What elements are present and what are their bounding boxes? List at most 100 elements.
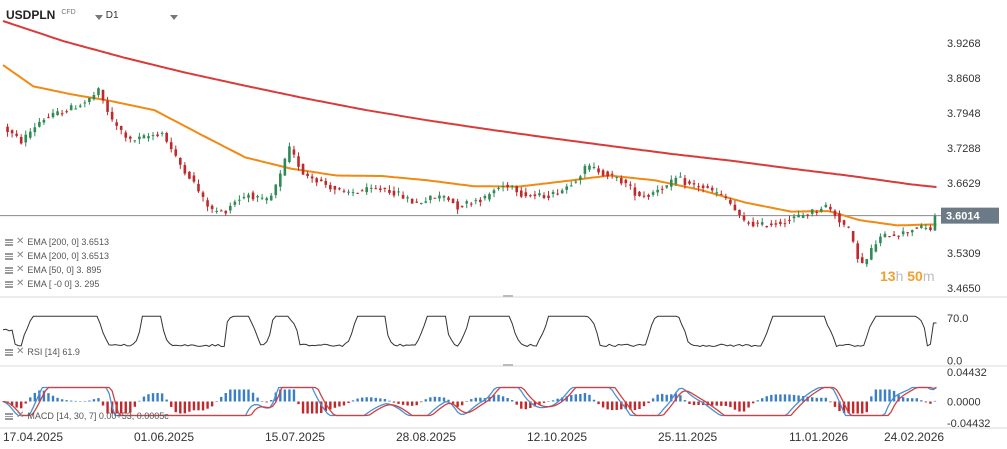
date-axis-tick: 15.07.2025 xyxy=(265,430,325,444)
macd-histogram-bar xyxy=(69,400,73,402)
candle xyxy=(6,123,9,137)
legend-menu-icon[interactable] xyxy=(5,266,13,274)
remove-indicator-icon[interactable]: ✕ xyxy=(16,410,25,421)
macd-histogram-bar xyxy=(774,394,778,402)
legend-menu-icon[interactable] xyxy=(5,280,13,288)
candle-body xyxy=(338,188,341,190)
legend-menu-icon[interactable] xyxy=(5,348,13,356)
macd-histogram-bar xyxy=(401,401,405,405)
macd-axis-tick: 0.0000 xyxy=(947,397,981,409)
macd-histogram-bar xyxy=(497,394,500,402)
legend-ema-50[interactable]: ✕ EMA [50, 0] 3. 895 xyxy=(5,265,101,275)
legend-ema-extra[interactable]: ✕ EMA [ -0 0] 3. 295 xyxy=(5,279,99,289)
candle-body xyxy=(119,126,123,130)
remove-indicator-icon[interactable]: ✕ xyxy=(16,278,25,289)
candle xyxy=(615,176,619,182)
candle-body xyxy=(929,227,932,231)
macd-histogram-bar xyxy=(233,389,237,402)
macd-histogram-bar xyxy=(601,401,605,408)
candle xyxy=(465,199,469,209)
candle xyxy=(106,96,109,116)
macd-histogram-bar xyxy=(520,401,523,409)
candle-body xyxy=(474,200,478,202)
remove-indicator-icon[interactable]: ✕ xyxy=(16,236,25,247)
macd-histogram-bar xyxy=(397,401,400,404)
candle xyxy=(433,197,437,199)
candle xyxy=(283,157,287,177)
macd-histogram-bar xyxy=(288,389,291,402)
timeframe-dropdown-chevron-icon[interactable] xyxy=(170,15,178,20)
legend-rsi[interactable]: ✕ RSI [14] 61.9 xyxy=(5,347,80,357)
remove-indicator-icon[interactable]: ✕ xyxy=(16,250,25,261)
candle-body xyxy=(224,210,228,214)
macd-histogram-bar xyxy=(324,401,327,412)
legend-ema-200-a[interactable]: ✕ EMA [200, 0] 3.6513 xyxy=(5,237,109,247)
candle-body xyxy=(910,230,914,233)
candle-body xyxy=(610,173,614,175)
macd-histogram-bar xyxy=(547,401,550,402)
candle-body xyxy=(838,213,841,223)
candle xyxy=(738,209,741,219)
candle xyxy=(588,163,591,172)
candle xyxy=(638,190,641,197)
candle-body xyxy=(310,176,314,179)
macd-histogram-bar xyxy=(251,392,255,402)
candle-body xyxy=(483,195,487,199)
pane-resize-handle xyxy=(503,295,513,297)
macd-histogram-bar xyxy=(510,400,514,402)
macd-histogram-bar xyxy=(479,397,482,402)
candle-body xyxy=(892,234,896,237)
remove-indicator-icon[interactable]: ✕ xyxy=(16,264,25,275)
macd-histogram-bar xyxy=(529,401,532,409)
candle xyxy=(279,170,282,192)
candle xyxy=(219,209,223,212)
macd-histogram-bar xyxy=(215,401,218,402)
remove-indicator-icon[interactable]: ✕ xyxy=(16,346,25,357)
candle xyxy=(401,191,405,199)
price-axis-tick: 3.5309 xyxy=(947,248,981,260)
macd-histogram-bar xyxy=(892,390,896,402)
candle xyxy=(197,179,200,193)
candle xyxy=(192,172,196,184)
candle-body xyxy=(274,184,278,196)
candle-body xyxy=(629,184,632,186)
price-axis-tick: 3.4650 xyxy=(947,283,981,295)
candle xyxy=(356,192,359,194)
macd-histogram-bar xyxy=(915,398,918,402)
candle xyxy=(824,202,828,208)
candle xyxy=(560,188,564,194)
timeframe-label[interactable]: D1 xyxy=(105,9,119,21)
legend-menu-icon[interactable] xyxy=(5,412,13,420)
candle-body xyxy=(538,193,541,196)
macd-histogram-bar xyxy=(933,400,937,402)
macd-histogram-bar xyxy=(851,401,855,414)
candle-body xyxy=(347,191,350,193)
macd-histogram-bar xyxy=(620,401,623,410)
candle-body xyxy=(624,179,628,184)
candle-body xyxy=(688,181,691,184)
macd-histogram-bar xyxy=(615,401,618,410)
macd-histogram-bar xyxy=(747,401,750,408)
candle-body xyxy=(369,187,373,189)
candle-body xyxy=(56,111,59,116)
candle xyxy=(97,87,100,98)
candle xyxy=(656,185,659,196)
candle-body xyxy=(115,122,118,126)
candle xyxy=(842,219,846,228)
candle xyxy=(424,197,428,204)
date-axis-tick: 28.08.2025 xyxy=(396,430,456,444)
symbol-label[interactable]: USDPLN xyxy=(6,8,56,22)
macd-histogram-bar xyxy=(683,400,687,402)
candle xyxy=(683,174,687,189)
candle-body xyxy=(847,226,850,228)
macd-histogram-bar xyxy=(465,401,468,402)
legend-ema-200-b[interactable]: ✕ EMA [200, 0] 3.6513 xyxy=(5,251,109,261)
legend-menu-icon[interactable] xyxy=(5,238,13,246)
candle xyxy=(860,252,864,264)
legend-macd[interactable]: ✕ MACD [14, 30, 7] 0.00+53, 0.0005c xyxy=(5,411,169,421)
symbol-dropdown-chevron-icon[interactable] xyxy=(95,15,103,20)
candle-body xyxy=(151,135,155,137)
candle xyxy=(524,187,528,198)
legend-menu-icon[interactable] xyxy=(5,252,13,260)
